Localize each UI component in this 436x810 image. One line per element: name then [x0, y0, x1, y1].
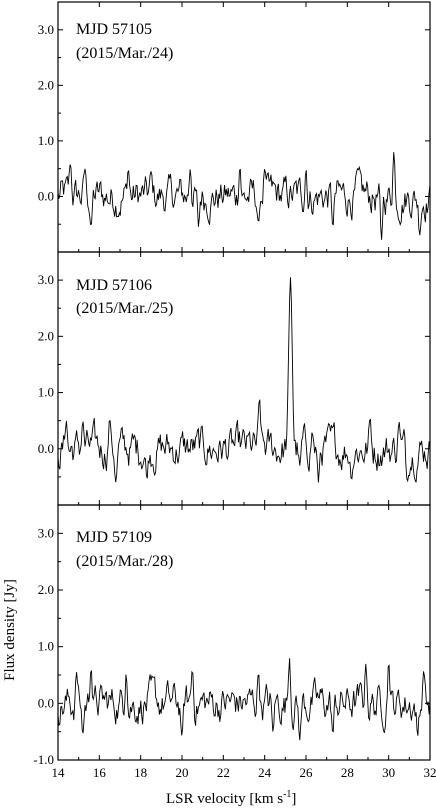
x-tick-label: 22: [217, 765, 230, 780]
panel-3-y-tick-label: 1.0: [38, 639, 54, 654]
x-tick-label: 18: [134, 765, 147, 780]
panel-1-y-tick-label: 3.0: [38, 22, 54, 37]
panel-2-date-sublabel: (2015/Mar./25): [76, 300, 173, 317]
panel-2-y-tick-label: 3.0: [38, 272, 54, 287]
panel-2-y-tick-label: 2.0: [38, 328, 54, 343]
x-tick-label: 32: [424, 765, 436, 780]
x-axis-title: LSR velocity [km s-1]: [166, 789, 296, 807]
panel-3-y-tick-label: 3.0: [38, 525, 54, 540]
panel-1-frame: [58, 2, 430, 252]
x-tick-label: 16: [93, 765, 107, 780]
x-tick-label: 24: [258, 765, 272, 780]
panel-1-y-tick-label: 2.0: [38, 77, 54, 92]
y-axis-title: Flux density [Jy]: [2, 579, 18, 681]
x-axis-title-close: ]: [291, 791, 296, 807]
panel-2: 0.0 1.0 2.0 3.0 MJD 57106 (2015/Mar./25): [38, 252, 430, 505]
panel-2-date-label: MJD 57106: [76, 277, 152, 294]
panel-1: 0.0 1.0 2.0 3.0 MJD 57105 (2015/Mar./24): [38, 2, 430, 252]
panel-1-date-sublabel: (2015/Mar./24): [76, 45, 173, 62]
x-axis-title-superscript: -1: [283, 789, 291, 800]
x-tick-label: 26: [300, 765, 314, 780]
panel-3-date-sublabel: (2015/Mar./28): [76, 553, 173, 570]
x-axis-title-main: LSR velocity [km s: [166, 791, 283, 807]
panel-3-date-label: MJD 57109: [76, 529, 152, 546]
panel-1-date-label: MJD 57105: [76, 21, 152, 38]
panel-3: -1.00.01.02.03.0 MJD 57109 (2015/Mar./28…: [33, 505, 430, 767]
x-tick-label: 14: [52, 765, 66, 780]
panel-1-y-tick-label: 0.0: [38, 188, 54, 203]
x-tick-labels: 14 16 18 20 22 24 26 28 30 32: [52, 765, 436, 780]
x-tick-label: 28: [341, 765, 354, 780]
panel-3-y-tick-label: 0.0: [38, 695, 54, 710]
panel-1-ticks: 0.0 1.0 2.0 3.0: [38, 2, 430, 252]
panel-1-y-tick-label: 1.0: [38, 133, 54, 148]
panel-2-y-tick-label: 0.0: [38, 441, 54, 456]
x-tick-label: 20: [176, 765, 189, 780]
panel-2-y-tick-label: 1.0: [38, 385, 54, 400]
panel-1-spectrum-line: [58, 152, 430, 240]
x-tick-label: 30: [382, 765, 395, 780]
panel-3-y-tick-label: 2.0: [38, 582, 54, 597]
panel-3-spectrum-line: [58, 658, 430, 740]
